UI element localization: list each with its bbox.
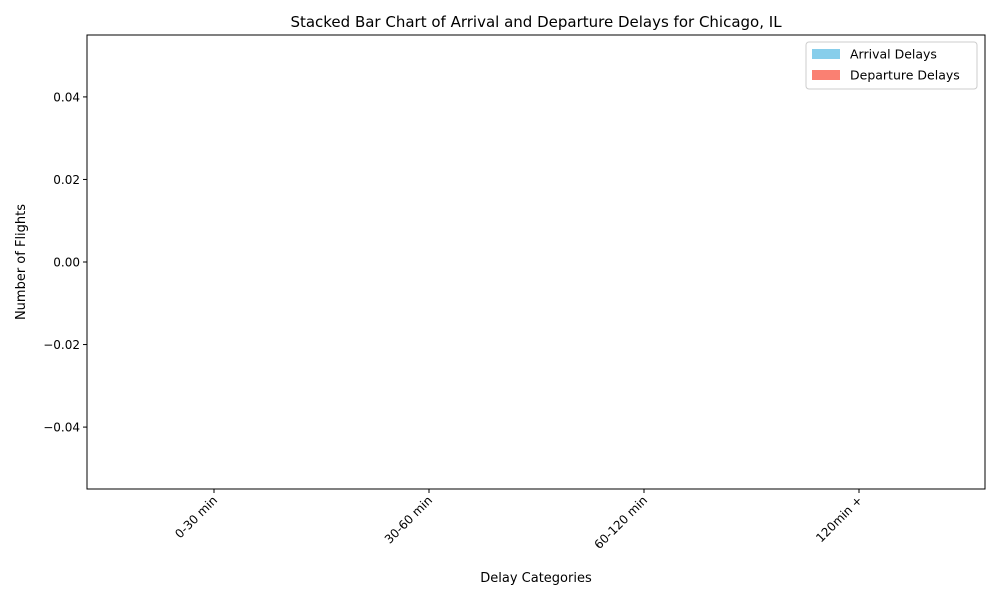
y-axis-label: Number of Flights (14, 204, 29, 320)
legend-label: Departure Delays (850, 68, 960, 83)
legend-swatch (812, 49, 840, 59)
legend-swatch (812, 70, 840, 80)
y-tick-label: 0.04 (53, 90, 80, 104)
y-tick-label: 0.02 (53, 173, 80, 187)
x-axis-label: Delay Categories (480, 571, 592, 586)
legend-label: Arrival Delays (850, 47, 937, 62)
y-tick-label: −0.04 (43, 421, 80, 435)
plot-frame (86, 34, 986, 490)
x-tick-label: 30-60 min (382, 493, 435, 546)
y-tick-label: −0.02 (43, 338, 80, 352)
legend-box (805, 41, 978, 90)
x-tick-label: 60-120 min (591, 493, 650, 552)
x-tick-label: 0-30 min (172, 493, 220, 541)
y-axis: −0.04 −0.02 0.00 0.02 0.04 (43, 90, 87, 435)
legend: Arrival Delays Departure Delays (805, 41, 978, 90)
x-axis: 0-30 min 30-60 min 60-120 min 120min + (172, 489, 865, 552)
chart-title: Stacked Bar Chart of Arrival and Departu… (290, 13, 782, 31)
y-tick-label: 0.00 (53, 256, 80, 270)
x-tick-label: 120min + (813, 493, 865, 545)
